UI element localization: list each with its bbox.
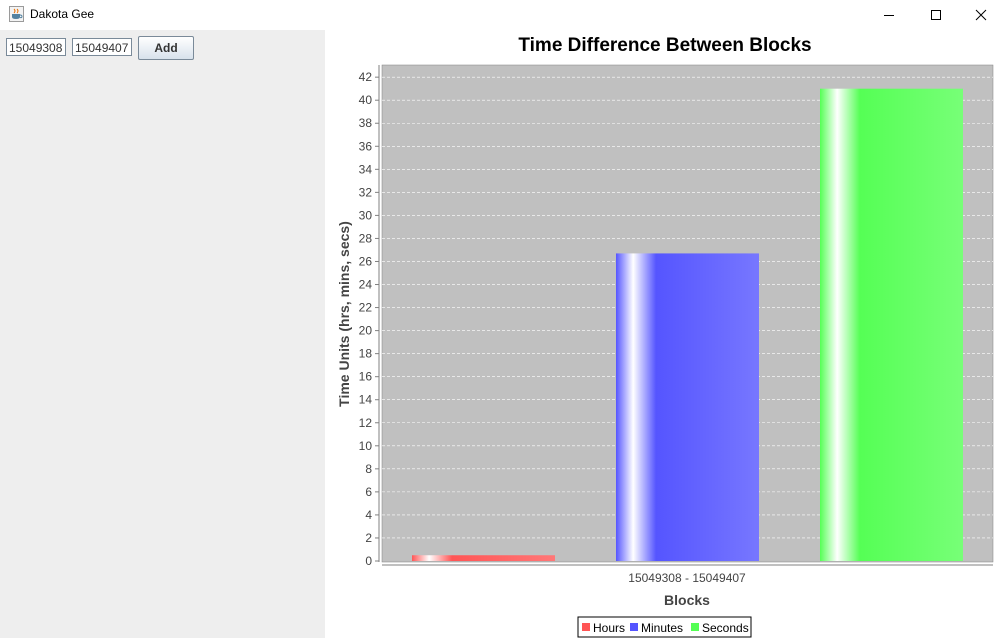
y-tick-label: 10 bbox=[359, 439, 373, 453]
legend-label-minutes: Minutes bbox=[641, 621, 683, 635]
y-tick-label: 30 bbox=[359, 208, 373, 222]
bar-chart: Time Difference Between Blocks 024681012… bbox=[336, 35, 994, 638]
maximize-button[interactable] bbox=[913, 0, 959, 30]
y-tick-label: 6 bbox=[365, 485, 372, 499]
chart-title: Time Difference Between Blocks bbox=[518, 35, 811, 56]
y-tick-label: 14 bbox=[359, 393, 373, 407]
y-tick-label: 40 bbox=[359, 93, 373, 107]
y-tick-label: 0 bbox=[365, 554, 372, 568]
y-tick-label: 22 bbox=[359, 301, 373, 315]
window-titlebar: Dakota Gee bbox=[0, 0, 1004, 30]
legend-label-hours: Hours bbox=[593, 621, 625, 635]
legend-label-seconds: Seconds bbox=[702, 621, 749, 635]
y-tick-label: 12 bbox=[359, 416, 373, 430]
maximize-icon bbox=[931, 10, 941, 20]
x-tick-label: 15049308 - 15049407 bbox=[628, 571, 746, 585]
bar-minutes bbox=[616, 253, 759, 561]
y-tick-label: 38 bbox=[359, 116, 373, 130]
legend-swatch-seconds bbox=[691, 623, 699, 631]
legend-box bbox=[577, 616, 752, 638]
minimize-button[interactable] bbox=[866, 0, 912, 30]
bar-seconds bbox=[820, 88, 963, 562]
legend: Hours Minutes Seconds bbox=[577, 616, 752, 638]
y-axis-label: Time Units (hrs, mins, secs) bbox=[336, 221, 352, 407]
y-tick-label: 18 bbox=[359, 347, 373, 361]
y-tick-label: 24 bbox=[359, 278, 373, 292]
close-icon bbox=[975, 9, 987, 21]
bar-hours bbox=[412, 555, 555, 561]
java-coffee-cup-icon bbox=[9, 6, 24, 22]
y-tick-label: 28 bbox=[359, 231, 373, 245]
y-tick-label: 36 bbox=[359, 139, 373, 153]
y-tick-label: 16 bbox=[359, 370, 373, 384]
y-tick-label: 2 bbox=[365, 531, 372, 545]
legend-swatch-minutes bbox=[630, 623, 638, 631]
legend-swatch-hours bbox=[582, 623, 590, 631]
y-tick-label: 32 bbox=[359, 185, 373, 199]
y-tick-label: 8 bbox=[365, 462, 372, 476]
end-block-input[interactable]: 15049407 bbox=[72, 38, 132, 56]
control-panel: 15049308 15049407 Add bbox=[0, 30, 325, 638]
add-button[interactable]: Add bbox=[138, 36, 194, 60]
minimize-icon bbox=[884, 15, 894, 16]
y-tick-label: 34 bbox=[359, 162, 373, 176]
start-block-input[interactable]: 15049308 bbox=[6, 38, 66, 56]
chart-panel: Time Difference Between Blocks 0 2 4 6 8 10 12… bbox=[325, 30, 1004, 638]
y-tick-label: 4 bbox=[365, 508, 372, 522]
window-title: Dakota Gee bbox=[30, 7, 95, 21]
close-button[interactable] bbox=[958, 0, 1004, 30]
x-axis-label: Blocks bbox=[664, 592, 710, 608]
y-tick-label: 42 bbox=[359, 70, 373, 84]
y-tick-label: 26 bbox=[359, 254, 373, 268]
y-tick-label: 20 bbox=[359, 324, 373, 338]
